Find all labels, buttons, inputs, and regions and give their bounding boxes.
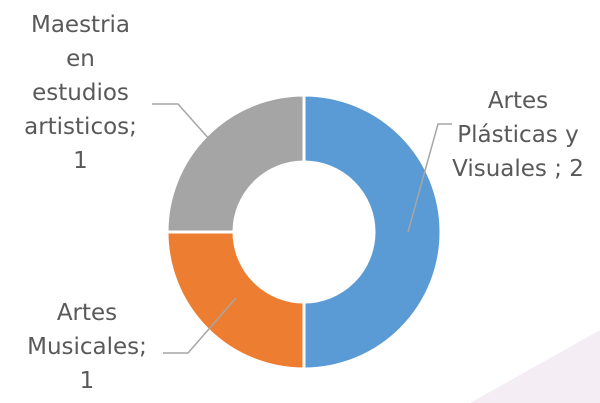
data-label-artes-plasticas: Artes Plásticas y Visuales ; 2 <box>436 84 600 186</box>
data-label-line: en <box>8 42 153 76</box>
data-label-line: 1 <box>8 144 153 178</box>
leader-line-maestria <box>152 104 210 140</box>
data-label-line: estudios <box>8 76 153 110</box>
background-accent-shape <box>470 330 600 403</box>
data-label-line: Visuales ; 2 <box>436 152 600 186</box>
slice-artes-musicales <box>167 232 304 369</box>
data-label-maestria: Maestria en estudios artisticos; 1 <box>8 8 153 178</box>
data-label-line: Artes <box>436 84 600 118</box>
data-label-artes-musicales: Artes Musicales; 1 <box>22 296 152 398</box>
data-label-line: artisticos; <box>8 110 153 144</box>
data-label-line: Plásticas y <box>436 118 600 152</box>
data-label-line: Maestria <box>8 8 153 42</box>
doughnut-slices <box>167 95 441 369</box>
data-label-line: 1 <box>22 364 152 398</box>
data-label-line: Musicales; <box>22 330 152 364</box>
data-label-line: Artes <box>22 296 152 330</box>
slice-artes-plasticas <box>304 95 441 369</box>
